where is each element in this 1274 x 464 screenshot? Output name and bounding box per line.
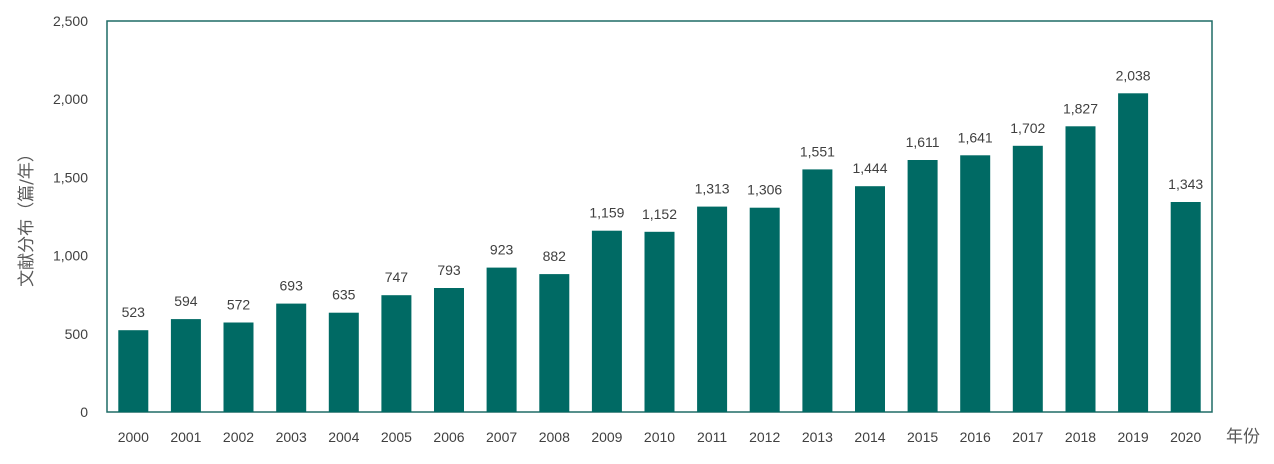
data-label-2011: 1,313: [695, 181, 730, 197]
y-tick-0: 0: [80, 404, 88, 420]
bar-2013: [802, 169, 833, 412]
bar-2002: [223, 322, 254, 412]
x-tick-2017: 2017: [1012, 429, 1043, 445]
data-label-2014: 1,444: [852, 160, 887, 176]
x-tick-2009: 2009: [591, 429, 622, 445]
bar-2001: [170, 319, 201, 412]
data-label-2017: 1,702: [1010, 120, 1045, 136]
x-tick-2018: 2018: [1065, 429, 1096, 445]
x-tick-2007: 2007: [486, 429, 517, 445]
data-label-2002: 572: [227, 297, 251, 313]
data-label-2007: 923: [490, 242, 514, 258]
bar-2008: [539, 274, 570, 412]
x-tick-2001: 2001: [170, 429, 201, 445]
data-label-2016: 1,641: [958, 129, 993, 145]
bar-2014: [855, 186, 885, 412]
y-tick-2500: 2,500: [53, 13, 88, 29]
x-tick-2004: 2004: [328, 429, 359, 445]
data-label-2006: 793: [437, 262, 461, 278]
x-tick-2002: 2002: [223, 429, 254, 445]
data-label-2001: 594: [174, 293, 198, 309]
data-label-2004: 635: [332, 287, 356, 303]
data-label-2008: 882: [543, 248, 567, 264]
data-label-2019: 2,038: [1116, 67, 1151, 83]
bar-2018: [1065, 126, 1096, 413]
x-tick-2010: 2010: [644, 429, 675, 445]
bar-2011: [697, 206, 728, 412]
data-label-2015: 1,611: [906, 134, 940, 150]
bar-2012: [749, 207, 780, 412]
x-tick-2000: 2000: [118, 429, 149, 445]
bar-2009: [591, 230, 622, 412]
bar-2016: [960, 155, 991, 413]
bar-2015: [907, 160, 938, 412]
bar-2005: [381, 295, 412, 412]
data-label-2013: 1,551: [800, 143, 835, 159]
x-tick-2011: 2011: [697, 429, 727, 445]
x-tick-2006: 2006: [433, 429, 464, 445]
data-label-2018: 1,827: [1063, 100, 1098, 116]
data-label-2005: 747: [385, 269, 409, 285]
x-tick-2005: 2005: [381, 429, 412, 445]
y-tick-500: 500: [65, 326, 89, 342]
x-tick-2014: 2014: [854, 429, 885, 445]
y-tick-2000: 2,000: [53, 91, 88, 107]
y-tick-1000: 1,000: [53, 248, 88, 264]
x-tick-2008: 2008: [539, 429, 570, 445]
data-label-2010: 1,152: [642, 206, 677, 222]
data-label-2020: 1,343: [1168, 176, 1203, 192]
bar-2017: [1012, 145, 1043, 413]
x-axis-title: 年份: [1226, 427, 1260, 447]
bar-2019: [1118, 93, 1149, 413]
x-tick-2019: 2019: [1118, 429, 1149, 445]
y-tick-1500: 1,500: [53, 169, 88, 185]
y-axis-title: 文献分布（篇/年）: [17, 145, 37, 287]
x-tick-2015: 2015: [907, 429, 938, 445]
x-tick-2012: 2012: [749, 429, 780, 445]
y-tick-labels: 0 500 1,000 1,500 2,000 2,500: [53, 13, 88, 420]
bars: [118, 93, 1201, 413]
bar-2004: [328, 312, 359, 412]
data-label-2012: 1,306: [747, 182, 782, 198]
data-label-2003: 693: [280, 278, 304, 294]
bar-2010: [644, 231, 675, 412]
bar-2000: [118, 330, 149, 412]
x-tick-2016: 2016: [960, 429, 991, 445]
data-labels: 523 594 572 693 635 747 793 923 882 1,159 1,152 1,3…: [122, 67, 1204, 320]
x-tick-2020: 2020: [1170, 429, 1201, 445]
x-tick-2013: 2013: [802, 429, 833, 445]
bar-2003: [276, 303, 307, 412]
x-tick-labels: 2000 2001 2002 2003 2004 2005 2006 2007 2008 2009…: [118, 429, 1202, 445]
bar-2007: [486, 267, 517, 412]
bar-2020: [1170, 202, 1201, 412]
bar-2006: [434, 288, 464, 412]
data-label-2000: 523: [122, 304, 146, 320]
x-tick-2003: 2003: [276, 429, 307, 445]
data-label-2009: 1,159: [589, 205, 624, 221]
